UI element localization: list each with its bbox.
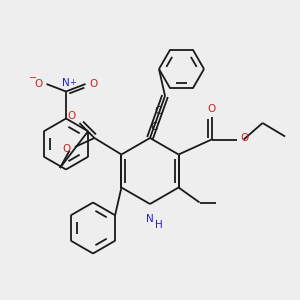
Text: N: N [62, 79, 70, 88]
Text: +: + [69, 78, 76, 87]
Text: C: C [155, 106, 162, 116]
Text: N: N [146, 214, 154, 224]
Text: −: − [29, 73, 37, 83]
Text: O: O [241, 133, 249, 143]
Text: C: C [150, 122, 157, 133]
Text: O: O [208, 104, 216, 114]
Text: O: O [89, 79, 98, 89]
Text: H: H [154, 220, 162, 230]
Text: O: O [35, 79, 43, 89]
Text: O: O [62, 143, 70, 154]
Text: O: O [68, 111, 76, 121]
